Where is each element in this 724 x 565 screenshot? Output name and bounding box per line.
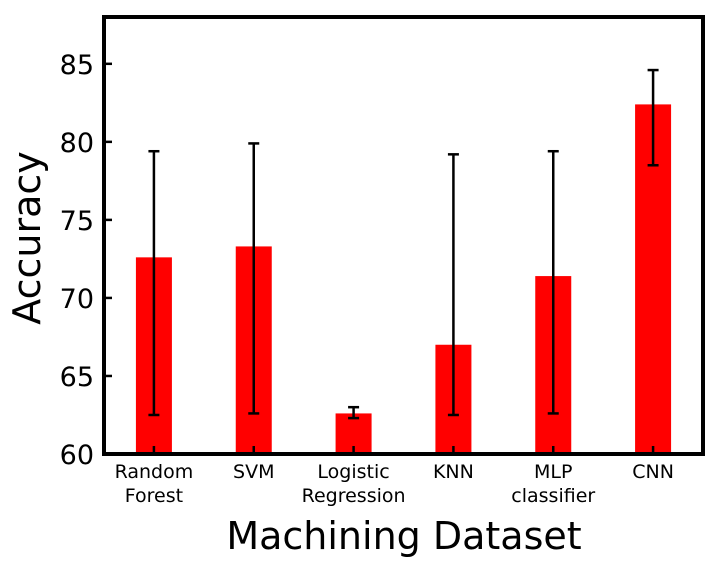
plot-border: [102, 15, 705, 456]
x-tick-label-line: MLP: [534, 461, 572, 483]
x-tick-label-2: Logistic Regression: [302, 461, 406, 507]
error-bar-4: [547, 149, 559, 415]
y-axis-label: Accuracy: [5, 151, 49, 325]
x-tick-label-4: MLP classifier: [511, 461, 595, 507]
error-bar-0: [148, 149, 160, 417]
error-bar-1: [248, 142, 260, 415]
error-bar-2: [348, 405, 360, 420]
y-tick-label-75: 75: [60, 206, 94, 237]
y-tick-label-70: 70: [60, 284, 94, 315]
error-bar-3: [447, 153, 459, 417]
bars-layer: [135, 104, 672, 455]
y-tick-label-65: 65: [60, 362, 94, 393]
plot-frame: [102, 15, 705, 456]
x-tick-label-line: SVM: [233, 461, 274, 483]
x-tick-label-line: classifier: [511, 485, 595, 507]
y-tick-label-85: 85: [60, 50, 94, 81]
error-bar-5: [647, 68, 659, 167]
x-tick-label-line: Logistic: [317, 461, 389, 483]
x-axis-ticks: Random Forest SVM Logistic Regression KNN MLP c…: [115, 446, 674, 507]
x-tick-label-line: Regression: [302, 485, 406, 507]
y-axis-ticks: 60 65 70 75 80 85: [60, 50, 112, 471]
y-tick-label-60: 60: [60, 440, 94, 471]
x-tick-label-0: Random Forest: [115, 461, 194, 507]
x-axis-label: Machining Dataset: [226, 514, 581, 558]
x-tick-label-line: KNN: [433, 461, 474, 483]
x-tick-label-line: Forest: [125, 485, 183, 507]
x-tick-label-line: CNN: [632, 461, 674, 483]
x-tick-label-5: CNN: [632, 461, 674, 483]
x-tick-label-1: SVM: [233, 461, 274, 483]
y-tick-label-80: 80: [60, 128, 94, 159]
x-tick-label-3: KNN: [433, 461, 474, 483]
error-bars-layer: [148, 68, 659, 420]
x-tick-label-line: Random: [115, 461, 194, 483]
